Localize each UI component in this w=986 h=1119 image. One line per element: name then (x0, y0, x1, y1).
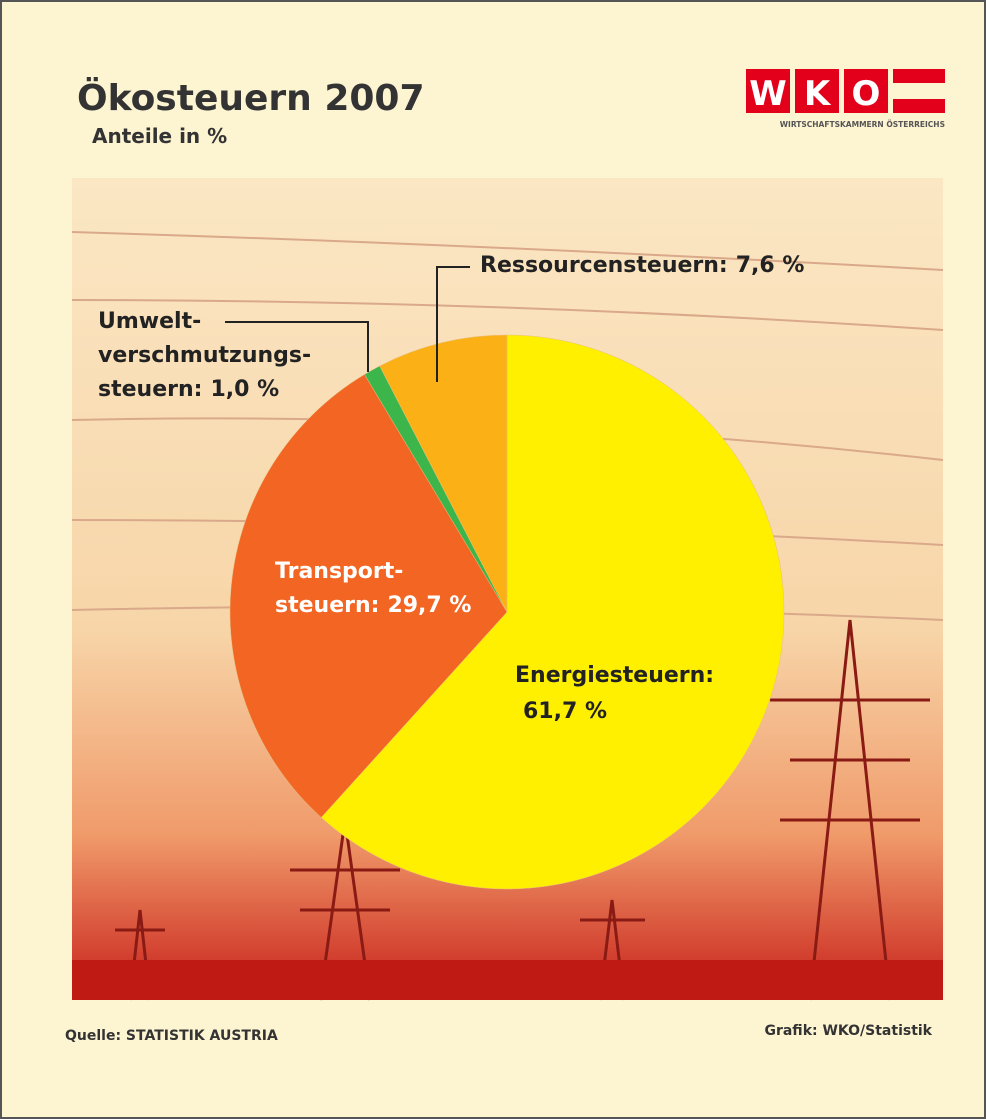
slice-label: Ressourcensteuern: 7,6 % (480, 253, 804, 278)
credit: Grafik: WKO/Statistik (764, 1023, 932, 1039)
chart-subtitle: Anteile in % (92, 124, 227, 148)
slice-label-name: Ressourcensteuern: (480, 253, 728, 278)
logo-caption: WIRTSCHAFTSKAMMERN ÖSTERREICHS (780, 120, 945, 129)
slice-value-label: 29,7 % (387, 593, 471, 618)
slice-value-label: 7,6 % (736, 253, 805, 278)
logo-letter: W (749, 74, 787, 114)
logo-stripe (893, 69, 945, 83)
slice-label: steuern: 1,0 % (98, 377, 279, 402)
chart: Ökosteuern 2007 Anteile in % W K O WIRTS… (0, 0, 986, 1119)
slice-label: Umwelt- (98, 309, 201, 334)
logo-letter: O (852, 74, 881, 114)
ground (72, 960, 943, 1000)
slice-label: Energiesteuern: (515, 663, 714, 688)
chart-title: Ökosteuern 2007 (77, 77, 425, 119)
slice-value-label: 1,0 % (210, 377, 279, 402)
slice-label: verschmutzungs- (98, 343, 311, 368)
logo-stripe (893, 99, 945, 113)
slice-label-name: steuern: (275, 593, 379, 618)
slice-value-label: 61,7 % (523, 699, 607, 724)
slice-label-name: steuern: (98, 377, 202, 402)
source: Quelle: STATISTIK AUSTRIA (65, 1028, 278, 1044)
slice-label: steuern: 29,7 % (275, 593, 471, 618)
slice-label: Transport- (275, 559, 403, 584)
logo-letter: K (804, 74, 832, 114)
